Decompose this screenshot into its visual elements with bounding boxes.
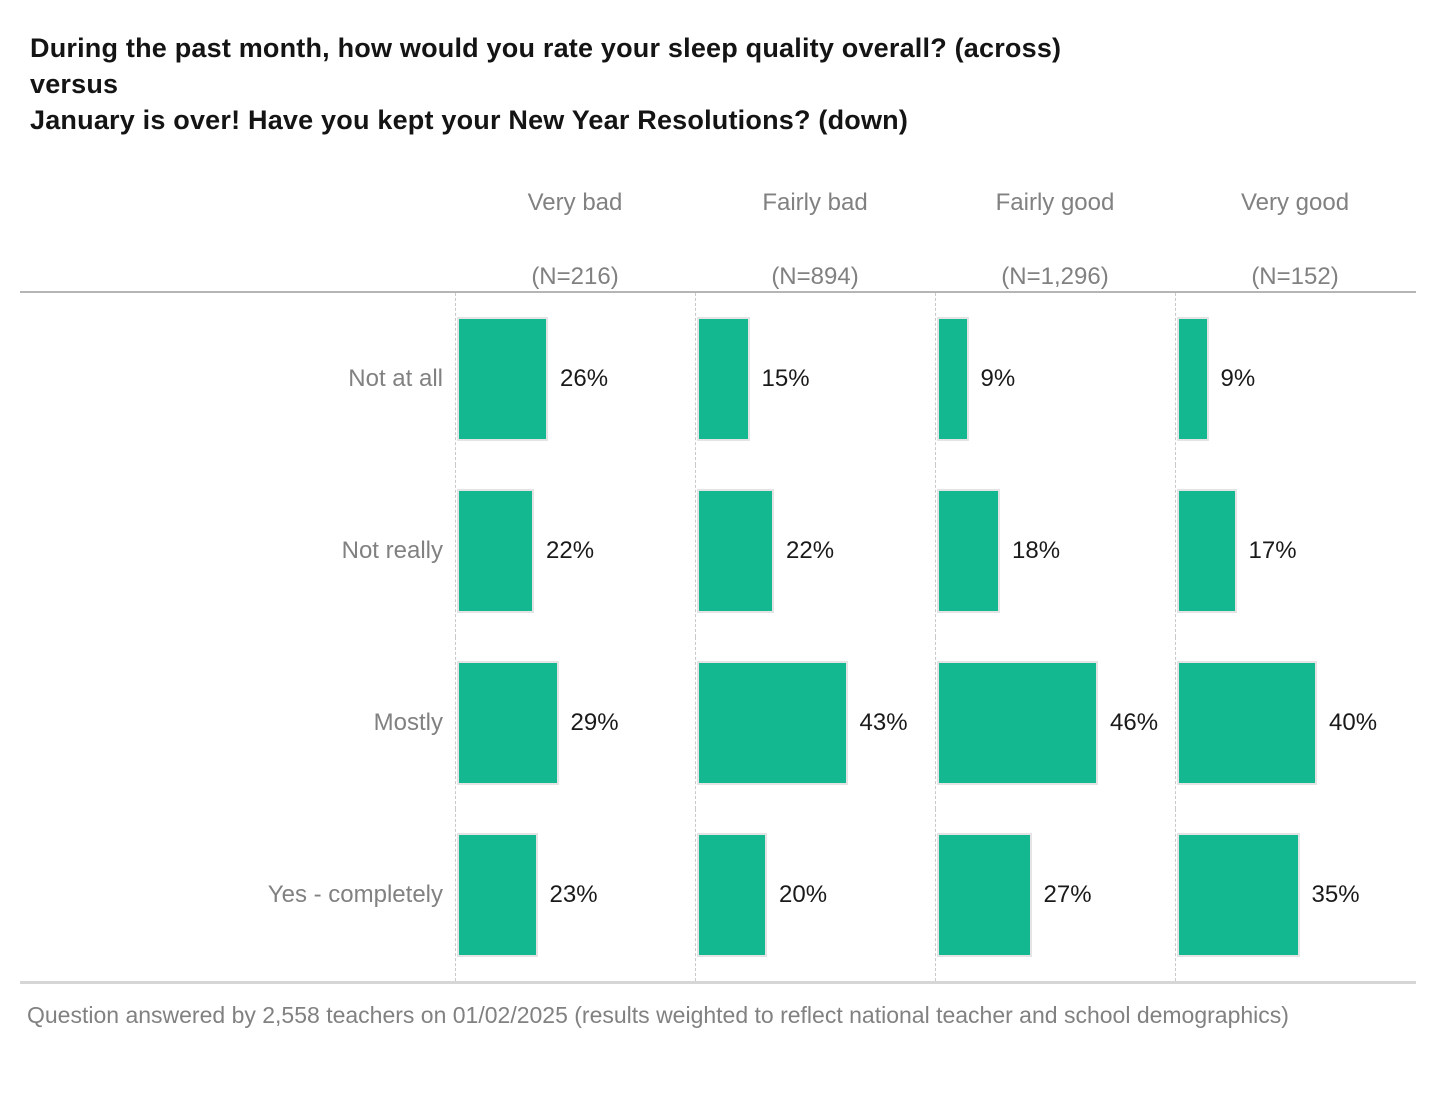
bar: [457, 317, 548, 441]
bar-value-label: 15%: [761, 365, 810, 392]
chart-title-line-1: During the past month, how would you rat…: [30, 33, 1062, 63]
bar-value-label: 35%: [1311, 881, 1360, 908]
chart-cell: 22%: [695, 465, 935, 637]
chart-row-1: Not at all 26% 15% 9% 9%: [20, 293, 1416, 465]
bar: [937, 833, 1032, 957]
row-label: Not really: [341, 537, 443, 564]
bar-value-label: 20%: [779, 881, 828, 908]
column-sample-size: (N=894): [771, 263, 859, 290]
chart-body: Not at all 26% 15% 9% 9% Not really 22% 22% 18% 1…: [20, 293, 1416, 984]
column-sample-size: (N=216): [531, 263, 619, 290]
bar: [1177, 661, 1317, 785]
bar-value-label: 23%: [549, 881, 598, 908]
chart-cell: 22%: [455, 465, 695, 637]
bar-value-label: 46%: [1110, 709, 1159, 736]
bar-value-label: 27%: [1043, 881, 1092, 908]
chart-cell: 9%: [1175, 293, 1415, 465]
chart-cell: 9%: [935, 293, 1175, 465]
chart-cell: 23%: [455, 809, 695, 981]
bar: [1177, 489, 1237, 613]
bar: [457, 833, 538, 957]
column-header-4: Very good (N=152): [1175, 158, 1415, 292]
row-label: Not at all: [348, 365, 443, 392]
chart-cell: 43%: [695, 637, 935, 809]
column-label: Fairly bad: [762, 189, 868, 216]
row-label: Mostly: [373, 709, 443, 736]
chart-cell: 20%: [695, 809, 935, 981]
bar-value-label: 29%: [570, 709, 619, 736]
column-label: Very good: [1240, 189, 1350, 216]
chart-title-line-2: versus: [30, 69, 119, 99]
chart-cell: 17%: [1175, 465, 1415, 637]
bar-value-label: 40%: [1329, 709, 1378, 736]
chart-cell: 15%: [695, 293, 935, 465]
column-label: Fairly good: [995, 189, 1115, 216]
row-label: Yes - completely: [267, 881, 443, 908]
bar: [697, 661, 848, 785]
bar-value-label: 22%: [546, 537, 595, 564]
chart-title-line-3: January is over! Have you kept your New …: [30, 105, 909, 135]
chart-row-4: Yes - completely 23% 20% 27% 35%: [20, 809, 1416, 981]
column-header-row: Very bad (N=216) Fairly bad (N=894) Fairly g…: [20, 158, 1416, 293]
bar: [457, 489, 534, 613]
bar-value-label: 26%: [560, 365, 609, 392]
bar-value-label: 22%: [786, 537, 835, 564]
chart-cell: 18%: [935, 465, 1175, 637]
chart-title: During the past month, how would you rat…: [30, 30, 1410, 138]
chart-cell: 40%: [1175, 637, 1415, 809]
bar: [937, 661, 1098, 785]
bar-value-label: 9%: [980, 365, 1016, 392]
bar: [937, 489, 1000, 613]
column-header-2: Fairly bad (N=894): [695, 158, 935, 292]
column-header-3: Fairly good (N=1,296): [935, 158, 1175, 292]
bar-value-label: 9%: [1220, 365, 1256, 392]
chart-row-2: Not really 22% 22% 18% 17%: [20, 465, 1416, 637]
chart-row-3: Mostly 29% 43% 46% 40%: [20, 637, 1416, 809]
chart-cell: 46%: [935, 637, 1175, 809]
bar: [1177, 317, 1209, 441]
bar-value-label: 43%: [859, 709, 908, 736]
chart-cell: 29%: [455, 637, 695, 809]
bar-value-label: 18%: [1012, 537, 1061, 564]
column-sample-size: (N=1,296): [1001, 263, 1109, 290]
bar: [937, 317, 969, 441]
bar: [697, 833, 767, 957]
bar: [1177, 833, 1300, 957]
chart-cell: 27%: [935, 809, 1175, 981]
column-header-1: Very bad (N=216): [455, 158, 695, 292]
bar: [697, 317, 750, 441]
header-spacer: [20, 158, 455, 292]
column-label: Very bad: [527, 189, 623, 216]
footnote: Question answered by 2,558 teachers on 0…: [27, 1002, 1289, 1028]
chart-cell: 26%: [455, 293, 695, 465]
bar: [697, 489, 774, 613]
bar: [457, 661, 559, 785]
bar-value-label: 17%: [1248, 537, 1297, 564]
chart-cell: 35%: [1175, 809, 1415, 981]
column-sample-size: (N=152): [1251, 263, 1339, 290]
crosstab-bar-chart: Very bad (N=216) Fairly bad (N=894) Fairly g…: [20, 158, 1416, 984]
